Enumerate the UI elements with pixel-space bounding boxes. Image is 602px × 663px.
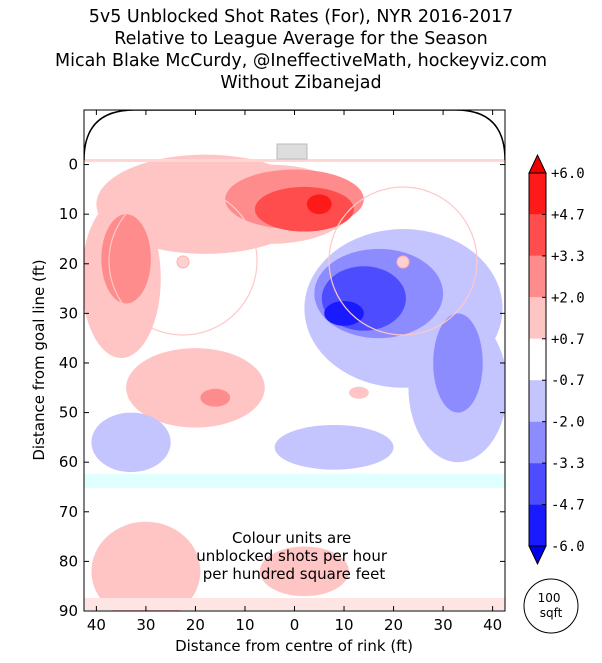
y-tick-label: 30 bbox=[59, 304, 78, 322]
colorbar-label: -6.0 bbox=[551, 539, 585, 555]
heatmap-region-17 bbox=[433, 313, 483, 413]
title-line-3: Micah Blake McCurdy, @IneffectiveMath, h… bbox=[54, 51, 547, 71]
heatmap-regions bbox=[84, 154, 505, 611]
colorbar-segment bbox=[529, 173, 546, 215]
annotation-line-3: per hundred square feet bbox=[203, 565, 386, 583]
y-axis-ticks: 0 10 20 30 40 50 60 70 80 90 bbox=[59, 156, 505, 620]
x-axis-label: Distance from centre of rink (ft) bbox=[175, 637, 413, 655]
x-tick-label: 10 bbox=[334, 616, 353, 634]
colorbar-label: -4.7 bbox=[551, 498, 585, 514]
heatmap-region-9 bbox=[348, 386, 369, 399]
x-tick-label: 40 bbox=[483, 616, 502, 634]
x-axis-ticks: 40 30 20 10 0 10 20 30 40 bbox=[87, 110, 502, 634]
scale-label-line-2: sqft bbox=[540, 606, 563, 620]
colorbar-extend-bottom bbox=[528, 545, 547, 566]
rink-boards bbox=[84, 110, 505, 161]
y-axis-label: Distance from goal line (ft) bbox=[30, 259, 48, 460]
y-tick-label: 90 bbox=[59, 602, 78, 620]
colorbar-segment bbox=[529, 338, 546, 381]
colorbar-label: +2.0 bbox=[551, 290, 585, 306]
scale-label: 100 sqft bbox=[538, 591, 565, 620]
title-line-2: Relative to League Average for the Seaso… bbox=[114, 29, 488, 49]
colorbar-label: -2.0 bbox=[551, 415, 585, 431]
x-tick-label: 20 bbox=[186, 616, 205, 634]
y-tick-label: 40 bbox=[59, 354, 78, 372]
title-line-1: 5v5 Unblocked Shot Rates (For), NYR 2016… bbox=[88, 7, 514, 27]
rink-markings bbox=[84, 110, 505, 610]
colorbar-segment bbox=[529, 297, 546, 339]
faceoff-dot-left bbox=[176, 255, 190, 269]
title-line-4: Without Zibanejad bbox=[220, 73, 382, 93]
heatmap-region-4 bbox=[101, 214, 151, 304]
heatmap-region-14 bbox=[91, 412, 171, 473]
y-tick-label: 10 bbox=[59, 205, 78, 223]
heatmap-region-8 bbox=[200, 388, 231, 407]
colorbar-segment bbox=[529, 504, 546, 546]
colorbar-segment bbox=[529, 255, 546, 298]
scale-label-line-1: 100 bbox=[538, 591, 561, 605]
x-tick-label: 20 bbox=[384, 616, 403, 634]
colorbar-label: +3.3 bbox=[551, 249, 585, 265]
colorbar-segment bbox=[529, 463, 546, 505]
blue-line bbox=[84, 474, 505, 488]
y-tick-label: 20 bbox=[59, 255, 78, 273]
x-tick-label: 40 bbox=[87, 616, 106, 634]
colorbar-label: +6.0 bbox=[551, 166, 585, 182]
colorbar-segment bbox=[529, 380, 546, 422]
colorbar-segment bbox=[529, 421, 546, 464]
heatmap-region-19 bbox=[324, 300, 364, 326]
y-tick-label: 70 bbox=[59, 503, 78, 521]
heatmap-region-6 bbox=[306, 194, 332, 215]
goal-line bbox=[84, 159, 505, 162]
colorbar-label: -0.7 bbox=[551, 373, 585, 389]
x-tick-label: 30 bbox=[136, 616, 155, 634]
annotation-line-1: Colour units are bbox=[232, 529, 351, 547]
heatmap-region-7 bbox=[126, 348, 265, 428]
colorbar: +6.0 +4.7 +3.3 +2.0 +0.7 -0.7 -2.0 -3.3 -4.7 -6.0 bbox=[528, 153, 585, 566]
chart-title: 5v5 Unblocked Shot Rates (For), NYR 2016… bbox=[0, 6, 602, 94]
heatmap-region-5 bbox=[254, 186, 354, 232]
y-tick-label: 60 bbox=[59, 453, 78, 471]
heatmap-region-11 bbox=[259, 546, 349, 597]
centre-line bbox=[84, 598, 505, 610]
y-tick-label: 0 bbox=[68, 156, 78, 174]
colorbar-frame bbox=[528, 172, 547, 547]
x-tick-label: 10 bbox=[235, 616, 254, 634]
scale-circle bbox=[523, 578, 579, 634]
faceoff-circle-left bbox=[108, 186, 258, 336]
heatmap-region-10 bbox=[91, 521, 201, 611]
colorbar-segment bbox=[529, 214, 546, 256]
y-tick-label: 80 bbox=[59, 552, 78, 570]
colorbar-extend-top bbox=[528, 153, 547, 174]
colour-units-annotation: Colour units are unblocked shots per hou… bbox=[196, 529, 392, 583]
y-tick-label: 50 bbox=[59, 404, 78, 422]
colorbar-label: +4.7 bbox=[551, 207, 585, 223]
colorbar-label: +0.7 bbox=[551, 332, 585, 348]
faceoff-dot-right bbox=[396, 255, 410, 269]
x-tick-label: 30 bbox=[434, 616, 453, 634]
heatmap-region-15 bbox=[274, 424, 394, 470]
annotation-line-2: unblocked shots per hour bbox=[196, 547, 388, 565]
colorbar-label: -3.3 bbox=[551, 456, 585, 472]
x-tick-label: 0 bbox=[290, 616, 300, 634]
goal-crease bbox=[276, 143, 308, 160]
faceoff-circle-right bbox=[328, 186, 478, 336]
